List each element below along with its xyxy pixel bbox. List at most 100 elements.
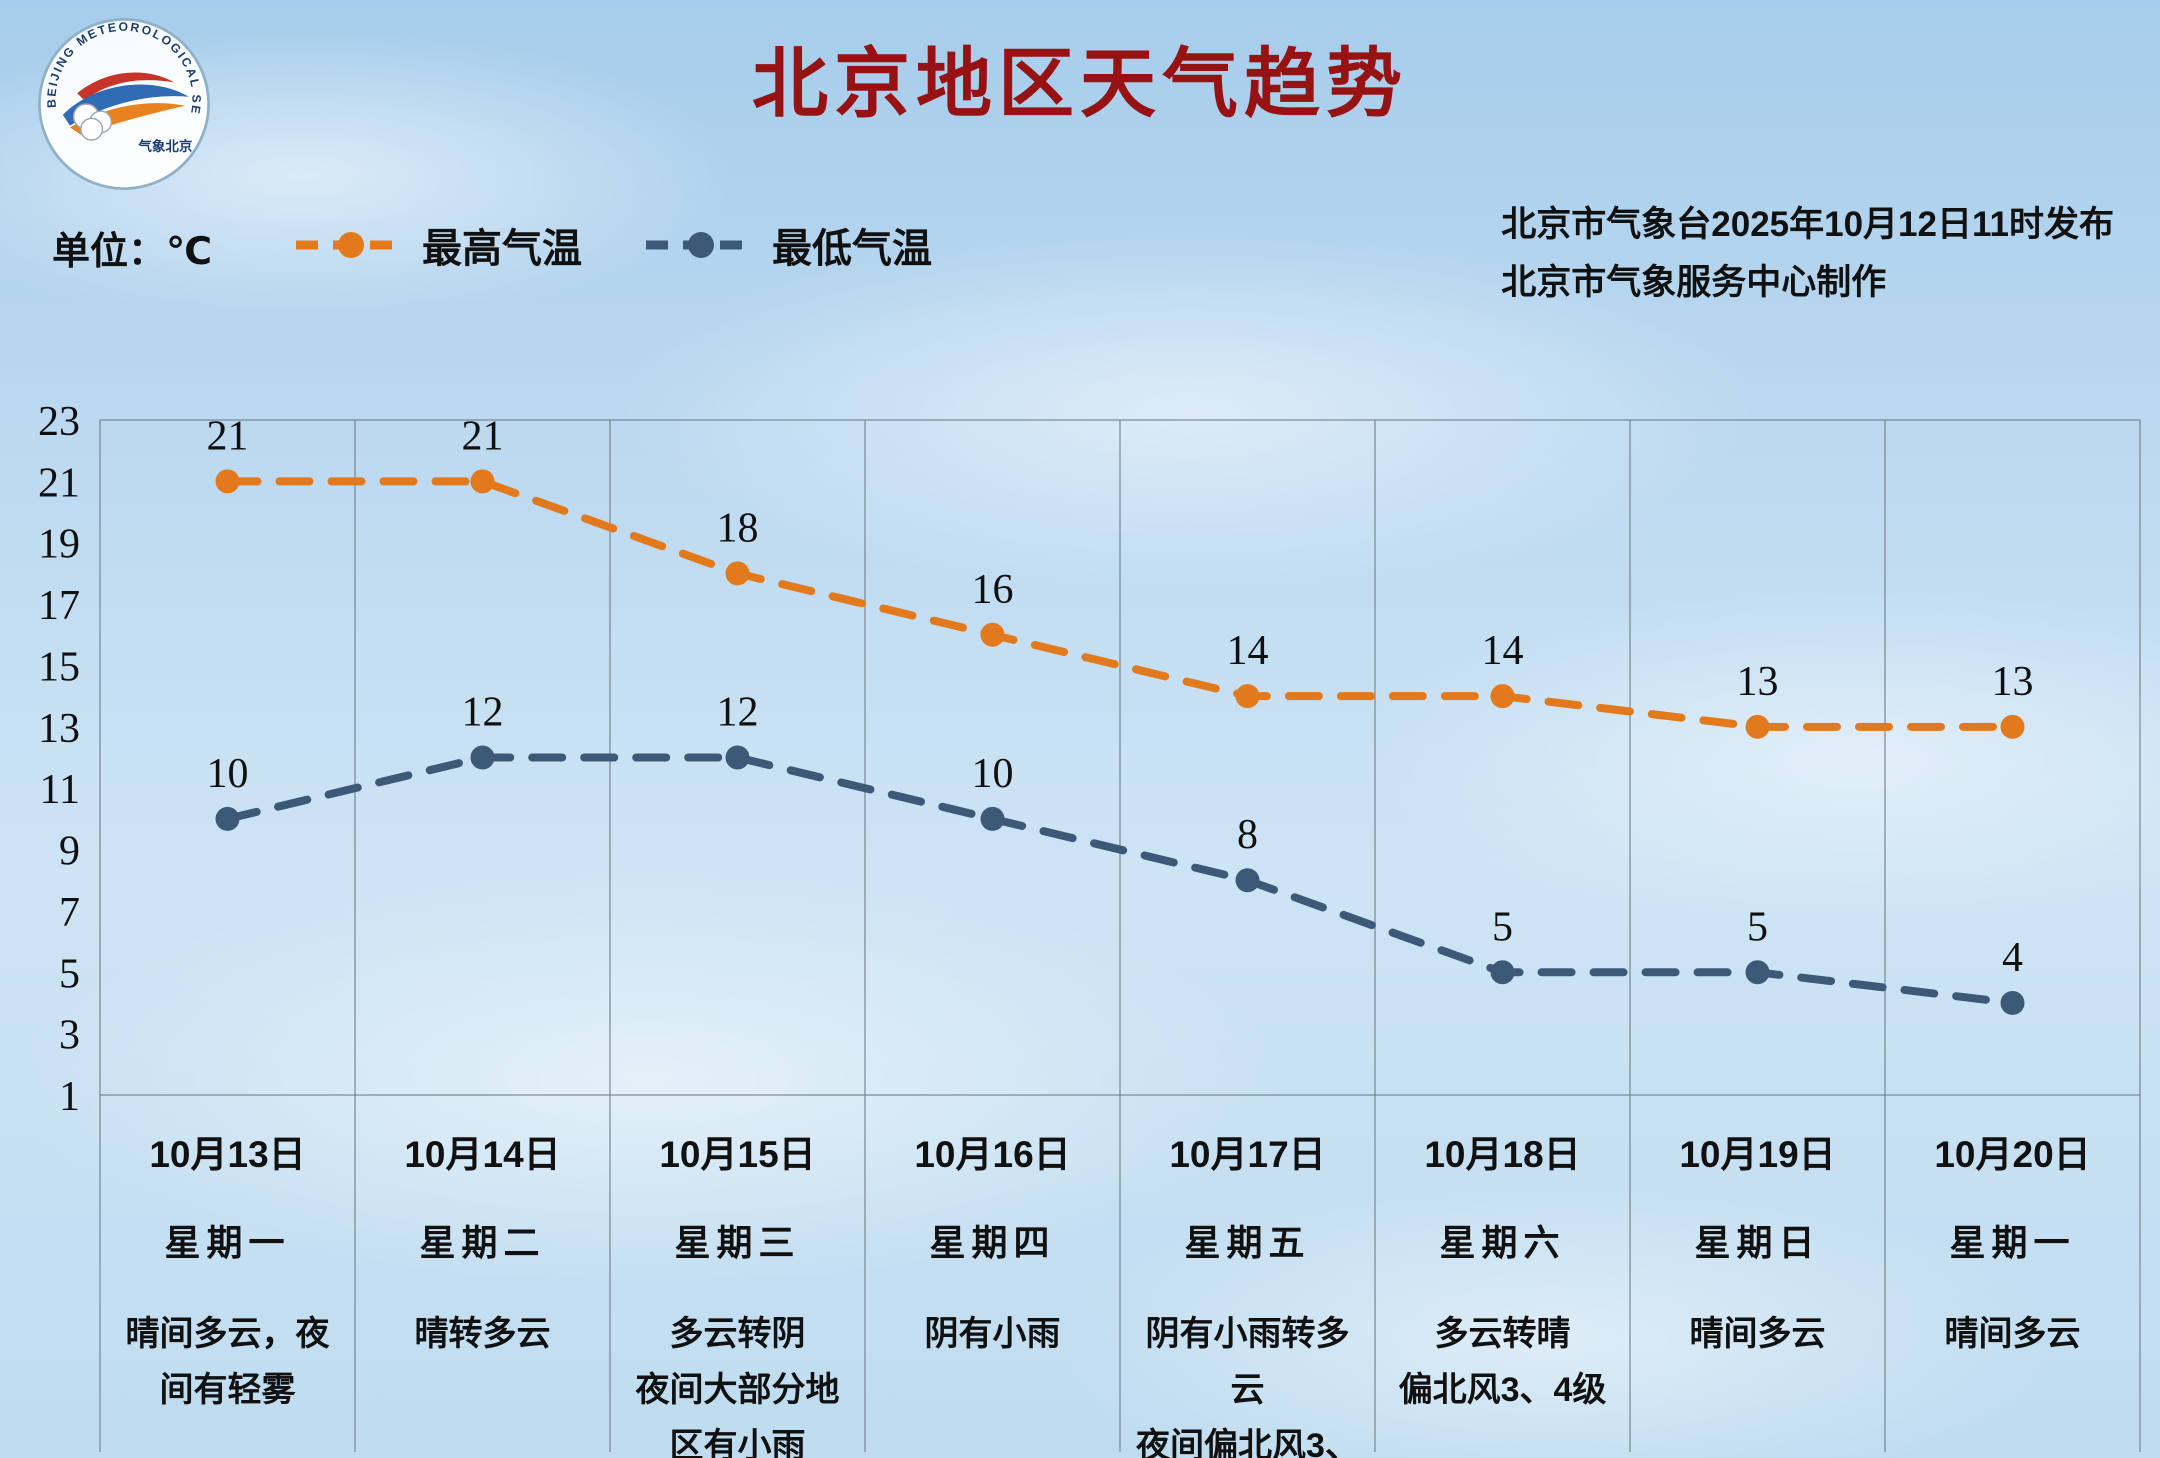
weekday-label: 星期六 (1439, 1222, 1566, 1263)
day-column: 10月13日 星期一晴间多云，夜间有轻雾 (100, 1108, 355, 1458)
value-label: 8 (1237, 812, 1258, 858)
weather-description: 阴有小雨 (924, 1315, 1061, 1353)
y-tick-label: 13 (38, 706, 80, 752)
y-tick-label: 5 (59, 951, 80, 997)
y-tick-label: 9 (59, 829, 80, 875)
weather-description: 多云转阴 夜间大部分地区有小雨 (635, 1315, 840, 1458)
date-label: 10月17日 (1169, 1134, 1326, 1175)
date-label: 10月20日 (1934, 1134, 2091, 1175)
logo-swoosh-blue (62, 84, 189, 126)
date-label: 10月14日 (404, 1134, 561, 1175)
data-point (215, 469, 240, 494)
data-point (2000, 714, 2025, 739)
weekday-label: 星期日 (1694, 1222, 1821, 1263)
weekday-label: 星期二 (419, 1222, 546, 1263)
value-label: 12 (462, 690, 504, 736)
value-label: 16 (972, 567, 1014, 613)
value-label: 18 (717, 505, 759, 551)
value-label: 5 (1492, 904, 1513, 950)
weekday-label: 星期三 (674, 1222, 801, 1263)
data-point (470, 745, 495, 770)
grid-lines (99, 419, 2141, 1452)
data-point (980, 806, 1005, 831)
issue-line-1: 北京市气象台2025年10月12日11时发布 (1501, 205, 2114, 244)
issue-info: 北京市气象台2025年10月12日11时发布 北京市气象服务中心制作 (1501, 196, 2114, 312)
data-point (1745, 714, 1770, 739)
high-temp-line (223, 477, 2017, 731)
value-label: 13 (1992, 659, 2034, 705)
legend: 最高气温 最低气温 (292, 216, 932, 274)
y-tick-label: 3 (59, 1013, 80, 1059)
data-point (1490, 684, 1515, 709)
data-point (1235, 868, 1260, 893)
weather-description: 多云转晴 偏北风3、4级 (1398, 1315, 1607, 1410)
value-label: 14 (1227, 628, 1269, 674)
value-label: 21 (207, 413, 249, 459)
legend-label-high: 最高气温 (422, 227, 583, 271)
high-temp-line-swatch (296, 232, 407, 258)
day-column: 10月18日 星期六多云转晴 偏北风3、4级 (1375, 1108, 1630, 1458)
data-point (1235, 684, 1260, 709)
value-label: 12 (717, 690, 759, 736)
data-point (2000, 990, 2025, 1015)
data-point (980, 622, 1005, 647)
weekday-label: 星期五 (1184, 1222, 1311, 1263)
y-tick-label: 1 (59, 1074, 80, 1120)
data-point (725, 745, 750, 770)
date-label: 10月19日 (1679, 1134, 1836, 1175)
logo-swoosh-red (77, 72, 175, 101)
date-label: 10月15日 (659, 1134, 816, 1175)
y-tick-label: 11 (40, 767, 80, 813)
weather-description: 晴间多云 (1689, 1315, 1826, 1353)
legend-item-high: 最高气温 (292, 216, 582, 274)
weather-description: 阴有小雨转多云 夜间偏北风3、4级 (1136, 1315, 1359, 1458)
day-column: 10月19日 星期日晴间多云 (1630, 1108, 1885, 1458)
y-tick-label: 17 (38, 583, 80, 629)
value-label: 5 (1747, 904, 1768, 950)
day-column: 10月20日 星期一晴间多云 (1885, 1108, 2140, 1458)
value-label: 10 (207, 751, 249, 797)
page-title: 北京地区天气趋势 (752, 42, 1408, 127)
unit-label: 单位：℃ (52, 231, 213, 273)
day-columns: 10月13日 星期一 晴间多云，夜间有轻雾 10月14日 星期二 晴转多云 10月15日 星期… (100, 1108, 2140, 1458)
logo-emblem: BEIJING METEOROLOGICAL SERVICE 气象北京 (29, 3, 210, 190)
data-point (725, 561, 750, 586)
weekday-label: 星期四 (929, 1222, 1056, 1263)
value-label: 14 (1482, 628, 1524, 674)
meta-row: 单位：℃ 最高气温 最低气温 北京市气象台2025年10月12日11时发布 北京… (52, 196, 2114, 312)
issue-line-2: 北京市气象服务中心制作 (1501, 262, 1887, 302)
weather-description: 晴间多云 (1944, 1315, 2081, 1353)
data-point (215, 806, 240, 831)
y-tick-label: 23 (38, 399, 80, 445)
legend-item-low: 最低气温 (642, 216, 932, 274)
weekday-label: 星期一 (164, 1222, 291, 1263)
weekday-label: 星期一 (1949, 1222, 2076, 1263)
y-tick-label: 15 (38, 644, 80, 690)
data-point (1490, 960, 1515, 985)
weather-description: 晴间多云，夜间有轻雾 (125, 1315, 330, 1410)
data-point (470, 469, 495, 494)
legend-label-low: 最低气温 (772, 227, 933, 271)
date-label: 10月13日 (149, 1134, 306, 1175)
day-column: 10月14日 星期二晴转多云 (355, 1108, 610, 1458)
logo-cn-text: 气象北京 (137, 138, 192, 154)
low-temp-line-swatch (646, 232, 757, 258)
data-point (1745, 960, 1770, 985)
y-tick-label: 21 (38, 460, 80, 506)
y-tick-label: 7 (59, 890, 80, 936)
value-label: 21 (462, 413, 504, 459)
value-label: 10 (972, 751, 1014, 797)
logo-cloud (72, 103, 113, 141)
day-column: 10月15日 星期三多云转阴 夜间大部分地区有小雨 (610, 1108, 865, 1458)
logo: BEIJING METEOROLOGICAL SERVICE 气象北京 (29, 3, 214, 199)
weather-description: 晴转多云 (414, 1315, 551, 1353)
value-label: 13 (1737, 659, 1779, 705)
y-tick-label: 19 (38, 522, 80, 568)
date-label: 10月18日 (1424, 1134, 1581, 1175)
date-label: 10月16日 (914, 1134, 1071, 1175)
value-label: 4 (2002, 935, 2023, 981)
low-temp-line (223, 753, 2017, 1007)
